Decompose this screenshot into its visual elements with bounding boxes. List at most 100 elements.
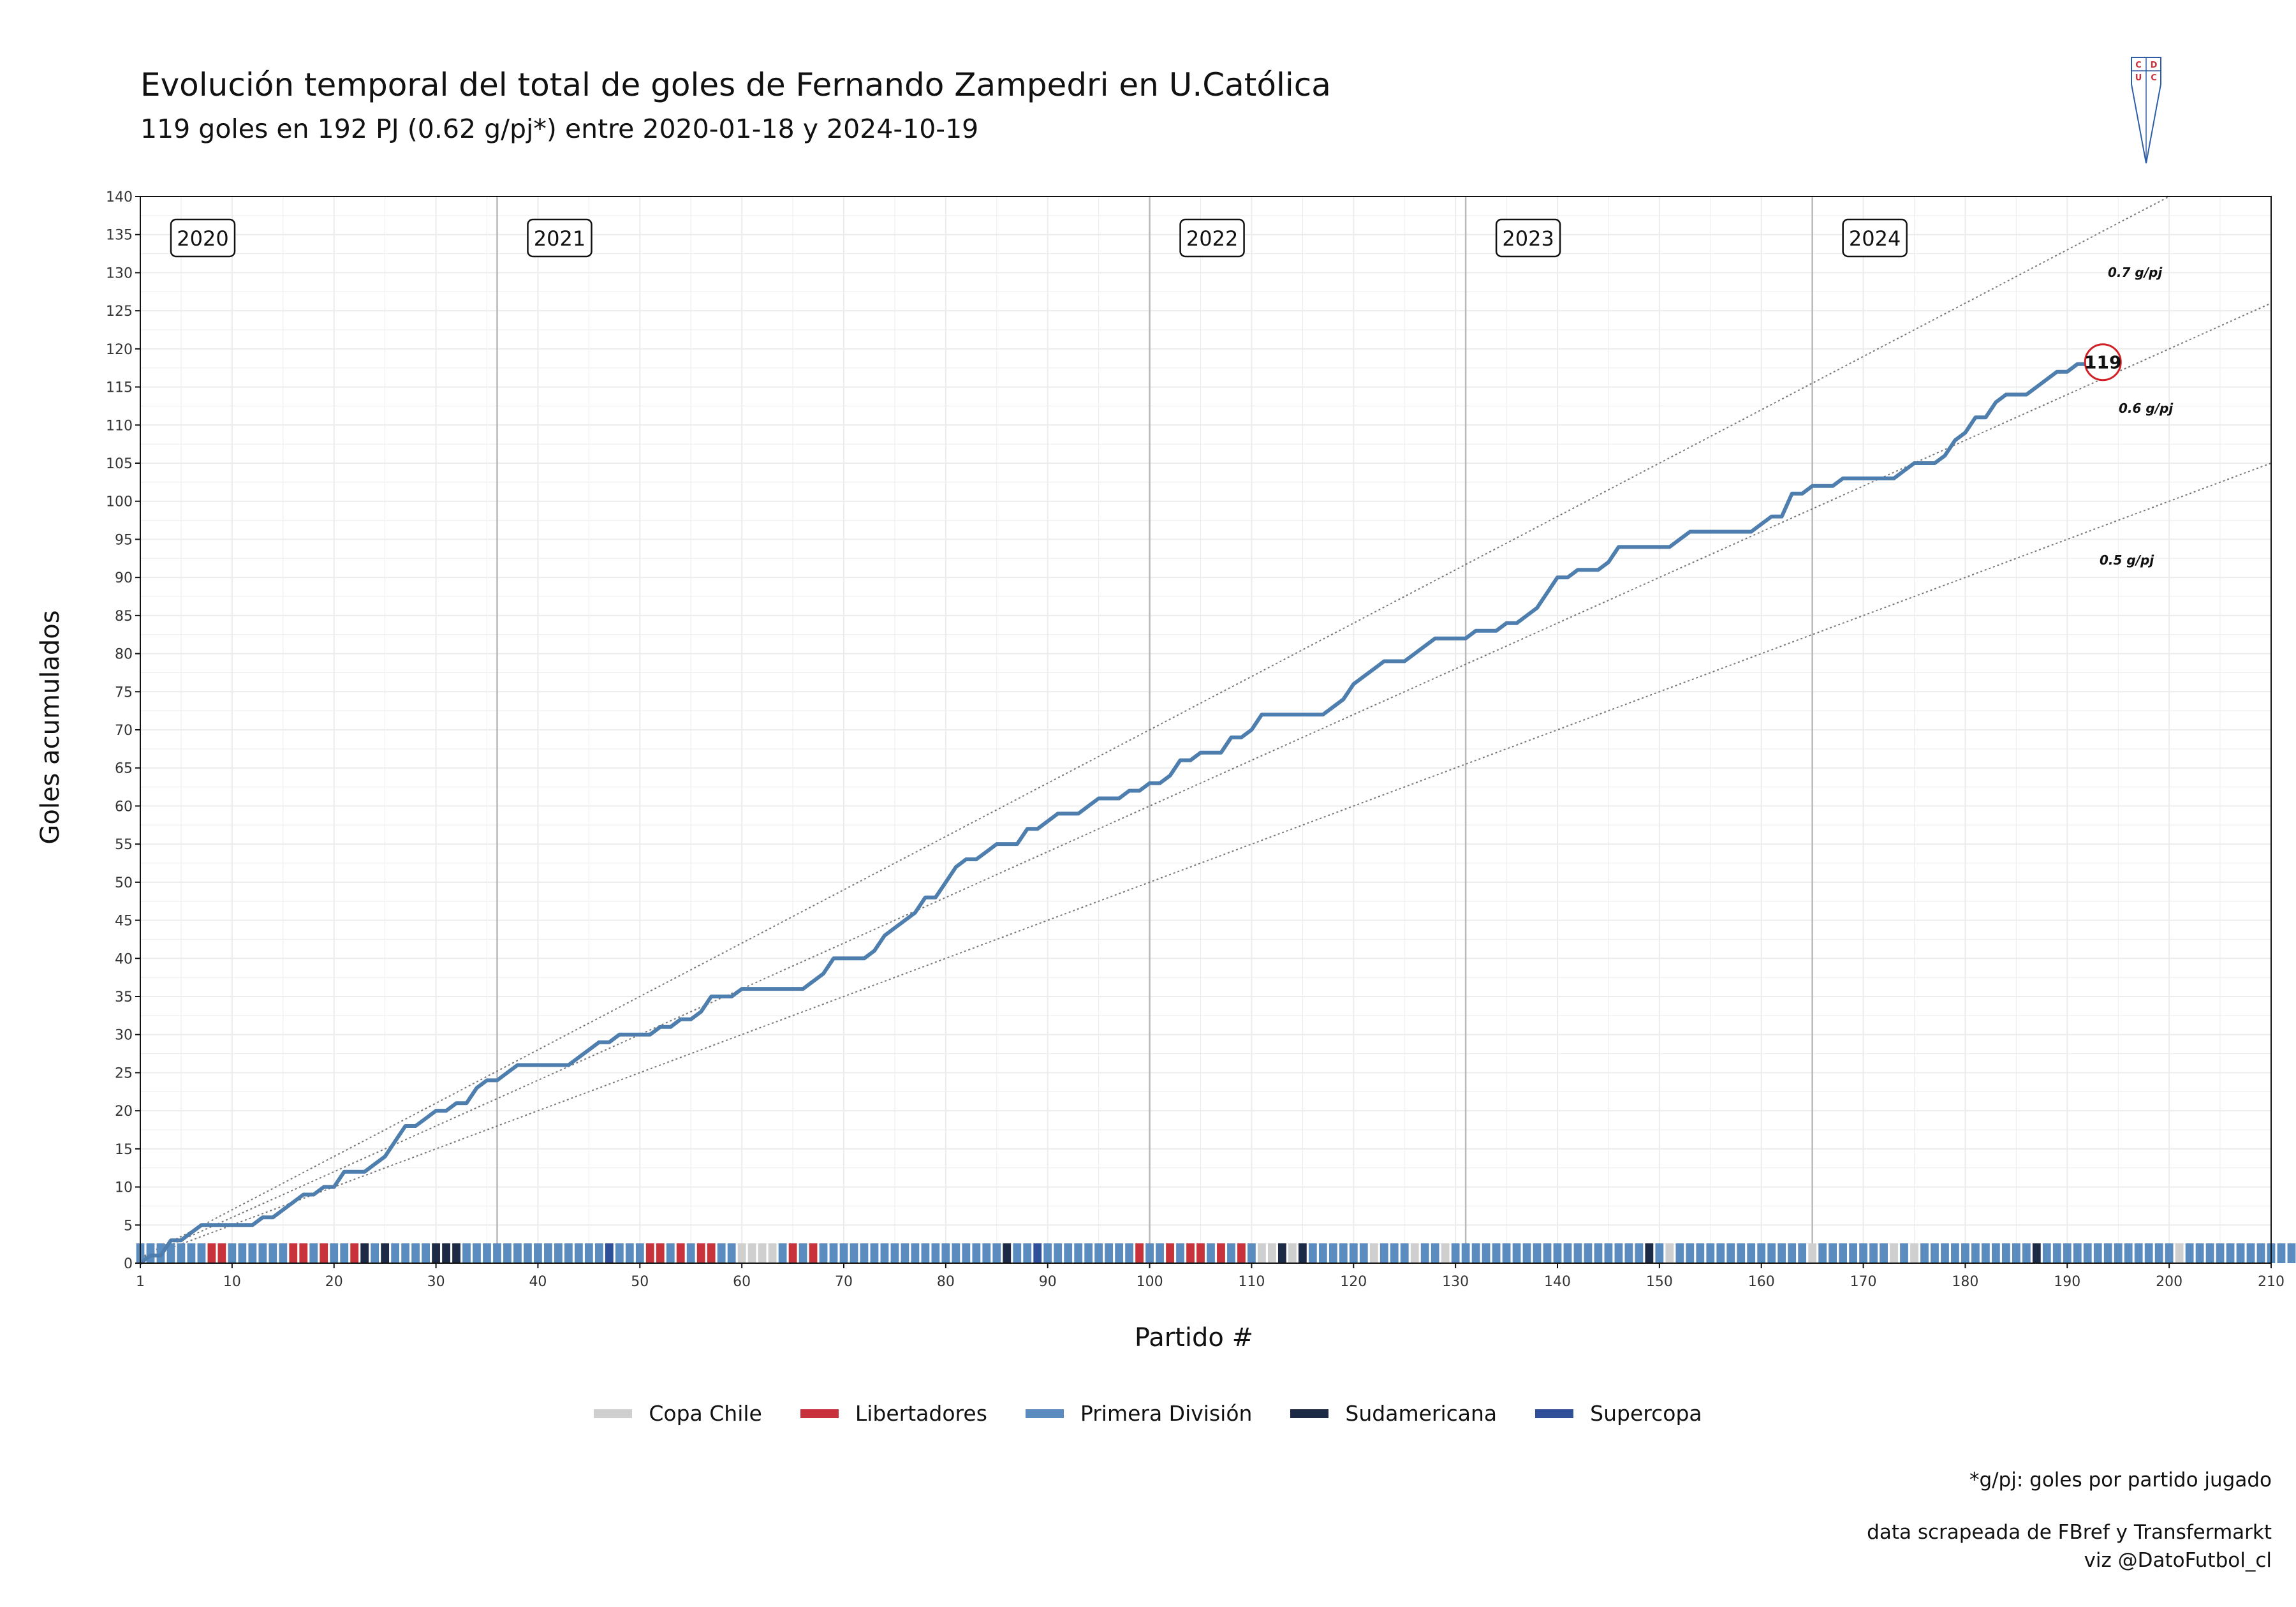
legend-label-primera-division: Primera División	[1080, 1401, 1253, 1426]
source-credits: data scrapeada de FBref y Transfermarkt …	[1867, 1518, 2272, 1574]
match-tile	[1910, 1243, 1918, 1263]
match-tile	[1624, 1243, 1633, 1263]
match-tile	[197, 1243, 206, 1263]
match-tile	[829, 1243, 838, 1263]
match-tile	[1594, 1243, 1603, 1263]
match-tile	[1991, 1243, 2000, 1263]
season-label-box	[527, 218, 592, 258]
y-tick-label: 115	[106, 380, 133, 396]
season-label: 2023	[1502, 226, 1554, 251]
match-tile	[1890, 1243, 1898, 1263]
match-tile	[2042, 1243, 2051, 1263]
match-tile	[289, 1243, 298, 1263]
y-tick-label: 25	[115, 1065, 133, 1081]
x-tick-label: 1	[136, 1274, 145, 1290]
match-tile	[483, 1243, 491, 1263]
match-tile	[381, 1243, 390, 1263]
y-tick-label: 30	[115, 1028, 133, 1044]
match-tile	[1543, 1243, 1552, 1263]
match-tile	[788, 1243, 797, 1263]
match-tile	[1798, 1243, 1807, 1263]
match-tile	[1237, 1243, 1246, 1263]
match-tile	[717, 1243, 726, 1263]
match-tile	[513, 1243, 522, 1263]
y-tick-label: 70	[115, 723, 133, 739]
legend-item-sudamericana: Sudamericana	[1290, 1401, 1497, 1426]
x-tick-label: 210	[2258, 1274, 2285, 1290]
x-tick-label: 90	[1039, 1274, 1057, 1290]
credit-line: viz @DatoFutbol_cl	[2084, 1549, 2272, 1572]
match-tile	[1084, 1243, 1093, 1263]
y-tick-label: 90	[115, 570, 133, 586]
match-tile	[707, 1243, 716, 1263]
x-tick-label: 80	[937, 1274, 955, 1290]
match-tile	[1737, 1243, 1746, 1263]
match-tile	[1635, 1243, 1644, 1263]
match-tile	[992, 1243, 1001, 1263]
match-tile	[411, 1243, 420, 1263]
legend-item-copa-chile: Copa Chile	[594, 1401, 762, 1426]
match-tile	[615, 1243, 624, 1263]
match-tile	[666, 1243, 675, 1263]
match-tile	[1818, 1243, 1827, 1263]
competition-strip	[136, 1243, 2296, 1263]
source-line: data scrapeada de FBref y Transfermarkt	[1867, 1521, 2272, 1544]
match-tile	[1553, 1243, 1562, 1263]
y-tick-label: 80	[115, 647, 133, 663]
match-tile	[921, 1243, 930, 1263]
match-tile	[544, 1243, 552, 1263]
match-tile	[1328, 1243, 1337, 1263]
legend-item-libertadores: Libertadores	[800, 1401, 987, 1426]
match-tile	[890, 1243, 899, 1263]
final-total-label: 119	[2084, 352, 2121, 373]
match-tile	[850, 1243, 858, 1263]
season-label: 2022	[1186, 226, 1238, 251]
match-tile	[819, 1243, 828, 1263]
season-label-box	[1495, 218, 1561, 258]
match-tile	[524, 1243, 532, 1263]
match-tile	[1512, 1243, 1521, 1263]
match-tile	[1400, 1243, 1409, 1263]
match-tile	[2134, 1243, 2143, 1263]
chart-subtitle: 119 goles en 192 PJ (0.62 g/pj*) entre 2…	[140, 114, 979, 144]
footnote: *g/pj: goles por partido jugado	[1969, 1469, 2272, 1492]
match-tile	[676, 1243, 685, 1263]
match-tile	[1074, 1243, 1083, 1263]
legend-key-copa-chile	[594, 1409, 633, 1418]
match-tile	[248, 1243, 257, 1263]
match-tile	[1767, 1243, 1776, 1263]
match-tile	[1584, 1243, 1593, 1263]
match-tile	[2185, 1243, 2194, 1263]
match-tile	[1369, 1243, 1378, 1263]
match-tile	[1277, 1243, 1286, 1263]
match-tile	[901, 1243, 909, 1263]
match-tile	[574, 1243, 583, 1263]
match-tile	[778, 1243, 787, 1263]
reference-line	[140, 302, 2272, 1259]
match-tile	[2012, 1243, 2020, 1263]
match-tile	[187, 1243, 196, 1263]
x-axis-label: Partido #	[1135, 1323, 1253, 1352]
match-tile	[758, 1243, 767, 1263]
match-tile	[1298, 1243, 1307, 1263]
reference-line-label: 0.6 g/pj	[2119, 401, 2174, 416]
match-tile	[1604, 1243, 1613, 1263]
match-tile	[238, 1243, 247, 1263]
x-tick-label: 200	[2156, 1274, 2182, 1290]
legend: Copa Chile Libertadores Primera División…	[0, 1401, 2296, 1426]
match-tile	[605, 1243, 614, 1263]
reference-line	[140, 196, 2170, 1259]
match-tile	[503, 1243, 511, 1263]
match-tile	[309, 1243, 318, 1263]
match-tile	[1318, 1243, 1327, 1263]
crest-letter-d: D	[2151, 61, 2158, 70]
y-tick-label: 0	[124, 1256, 133, 1272]
match-tile	[258, 1243, 267, 1263]
y-tick-label: 110	[106, 418, 133, 434]
x-tick-label: 30	[427, 1274, 445, 1290]
match-tile	[594, 1243, 603, 1263]
y-tick-label: 125	[106, 304, 133, 320]
match-tile	[2154, 1243, 2163, 1263]
match-tile	[737, 1243, 746, 1263]
crest-letter-c1: C	[2135, 61, 2142, 70]
